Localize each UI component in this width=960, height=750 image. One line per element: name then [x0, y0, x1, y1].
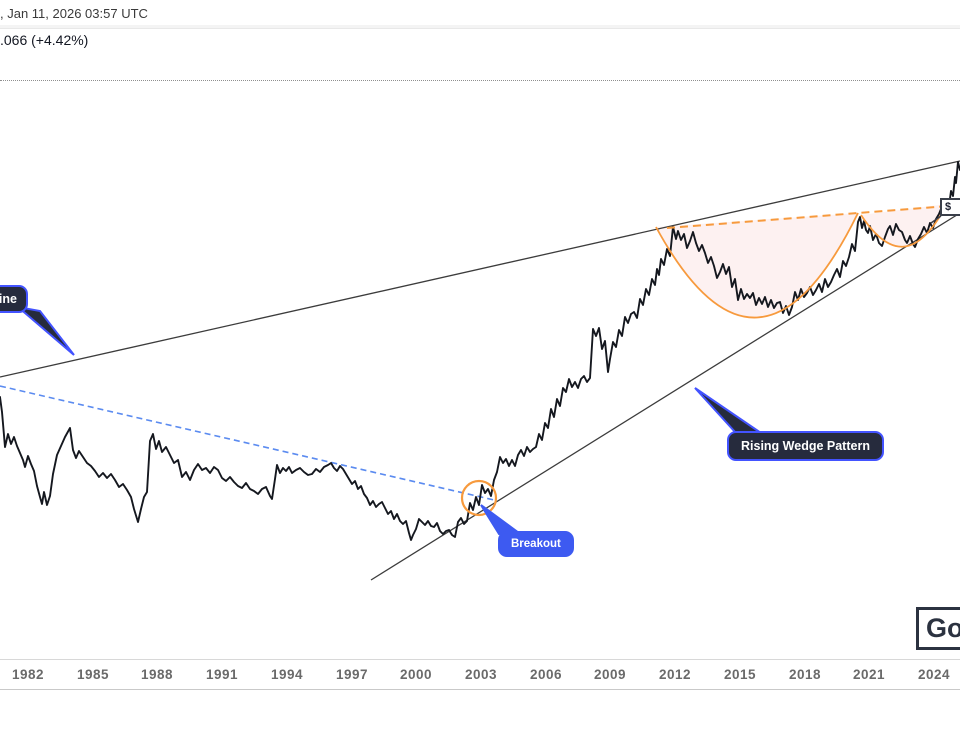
- x-tick-2018: 2018: [788, 667, 822, 682]
- breakout-circle-marker[interactable]: [460, 479, 498, 517]
- breakout-callout-tail: [480, 504, 522, 536]
- breakout-callout[interactable]: Breakout: [498, 531, 574, 557]
- x-tick-2006: 2006: [529, 667, 563, 682]
- x-axis-time-scale[interactable]: 1982 1985 1988 1991 1994 1997 2000 2003 …: [0, 660, 960, 689]
- descending-resistance-dashed-line[interactable]: [0, 385, 495, 501]
- x-tick-1997: 1997: [335, 667, 369, 682]
- x-tick-1985: 1985: [76, 667, 110, 682]
- x-axis-top-border: [0, 659, 960, 660]
- x-tick-2015: 2015: [723, 667, 757, 682]
- chart-timestamp: , Jan 11, 2026 03:57 UTC: [0, 6, 148, 21]
- last-price-tag: $: [940, 198, 960, 216]
- last-price-change: .066 (+4.42%): [0, 32, 89, 48]
- x-tick-1994: 1994: [270, 667, 304, 682]
- x-tick-2012: 2012: [658, 667, 692, 682]
- cup-small-arc[interactable]: [860, 203, 948, 248]
- cup-rim-dashed-line[interactable]: [666, 205, 949, 229]
- wedge-callout-tail: [694, 387, 765, 434]
- x-tick-2021: 2021: [852, 667, 886, 682]
- rising-wedge-callout[interactable]: Rising Wedge Pattern: [727, 431, 884, 461]
- symbol-label-box[interactable]: Gold: [916, 607, 960, 650]
- cup-small-fill: [861, 204, 947, 247]
- trendline-callout-tail: [14, 305, 75, 356]
- x-tick-2000: 2000: [399, 667, 433, 682]
- cup-large-arc[interactable]: [655, 212, 859, 319]
- x-tick-1988: 1988: [140, 667, 174, 682]
- header-divider: [0, 25, 960, 29]
- trendline-label-callout[interactable]: Line: [0, 285, 28, 313]
- x-tick-2024: 2024: [917, 667, 951, 682]
- chart-top-dotted-divider: [0, 80, 960, 81]
- x-tick-2009: 2009: [593, 667, 627, 682]
- x-tick-1991: 1991: [205, 667, 239, 682]
- x-axis-bottom-border: [0, 689, 960, 690]
- x-tick-1982: 1982: [11, 667, 45, 682]
- cup-large-fill: [656, 213, 858, 318]
- upper-trendline[interactable]: [0, 160, 960, 378]
- price-tag-tail: [930, 215, 942, 224]
- price-line: [0, 161, 960, 541]
- lower-wedge-trendline[interactable]: [370, 212, 960, 581]
- x-tick-2003: 2003: [464, 667, 498, 682]
